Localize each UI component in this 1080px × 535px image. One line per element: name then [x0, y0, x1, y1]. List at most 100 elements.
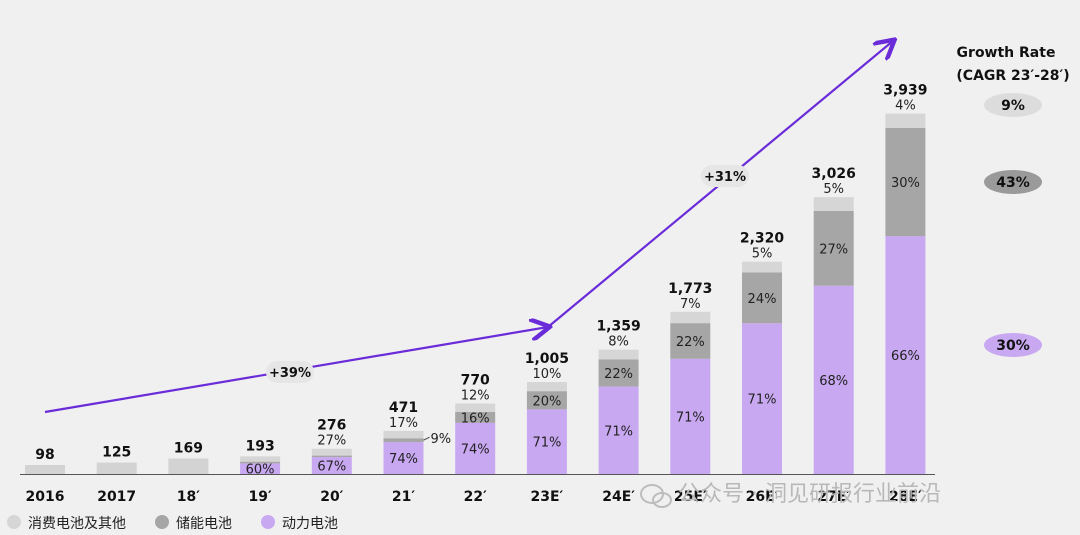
legend-marker-1 [155, 515, 169, 529]
total-label-1: 125 [102, 445, 131, 461]
bar-storage-5 [383, 438, 424, 443]
x-tick-10: 26E′ [746, 489, 779, 505]
label-consumer-6: 12% [461, 389, 490, 404]
bar-consumer-6 [455, 403, 496, 412]
bar-storage-10 [742, 272, 782, 324]
leader-line-21 [423, 436, 430, 441]
legend-marker-2 [261, 515, 275, 529]
label-storage-12: 30% [891, 176, 920, 191]
label-consumer-7: 10% [532, 367, 561, 382]
cagr-label-0: +39% [269, 366, 311, 381]
x-tick-2: 18′ [177, 489, 200, 505]
total-label-2: 169 [174, 441, 203, 457]
growth-rate-value-0: 9% [1001, 98, 1025, 114]
x-tick-4: 20′ [320, 489, 343, 505]
bar-consumer-7 [526, 382, 567, 392]
total-label-5: 471 [389, 400, 418, 416]
label-power-11: 68% [819, 374, 848, 389]
total-label-12: 3,939 [883, 83, 927, 99]
growth-rate-title: Growth Rate [957, 45, 1056, 61]
bar-consumer-12 [885, 113, 926, 128]
bar-consumer-8 [598, 349, 639, 360]
bar-storage-6 [455, 411, 496, 423]
legend-label-2: 动力电池 [282, 516, 338, 532]
cagr-label-1: +31% [704, 170, 746, 185]
label-storage-6: 16% [461, 411, 490, 426]
x-tick-3: 19′ [249, 489, 272, 505]
label-storage-5: 9% [431, 432, 452, 447]
bar-power-7 [526, 409, 567, 474]
label-power-4: 67% [317, 460, 346, 475]
growth-rate-value-1: 43% [996, 175, 1030, 191]
total-label-6: 770 [461, 373, 490, 389]
watermark: 公众号 · 洞见研报行业前沿 [640, 482, 941, 508]
total-label-9: 1,773 [668, 281, 712, 297]
x-tick-11: 27E′ [817, 489, 850, 505]
label-storage-7: 20% [532, 394, 561, 409]
growth-rate-pill-2 [984, 333, 1042, 357]
bar-power-10 [742, 323, 782, 474]
label-power-12: 66% [891, 349, 920, 364]
growth-rate-subtitle: (CAGR 23′-28′) [956, 68, 1069, 84]
legend-label-1: 储能电池 [176, 516, 232, 532]
x-tick-8: 24E′ [602, 489, 635, 505]
legend-label-0: 消费电池及其他 [28, 516, 126, 532]
label-power-6: 74% [461, 442, 490, 457]
bar-storage-7 [526, 391, 567, 410]
watermark-text: 公众号 · 洞见研报行业前沿 [678, 482, 941, 507]
label-power-10: 71% [748, 393, 777, 408]
x-tick-9: 25E′ [674, 489, 707, 505]
x-tick-12: 28E′ [889, 489, 922, 505]
total-label-4: 276 [317, 418, 346, 434]
bar-consumer-4 [311, 448, 352, 456]
bar-storage-9 [670, 323, 711, 359]
growth-rate-value-2: 30% [996, 338, 1030, 354]
label-consumer-11: 5% [823, 182, 844, 197]
bar-storage-4 [311, 455, 352, 458]
cagr-pill-1 [701, 165, 749, 187]
bar-storage-3 [240, 461, 281, 464]
x-tick-7: 23E′ [531, 489, 564, 505]
bar-power-3 [240, 463, 281, 474]
growth-rate-pill-0 [984, 93, 1042, 117]
total-label-8: 1,359 [596, 319, 640, 335]
label-power-3: 60% [246, 463, 275, 478]
label-consumer-4: 27% [317, 434, 346, 449]
bar-consumer-3 [240, 456, 281, 462]
label-power-7: 71% [532, 436, 561, 451]
x-tick-6: 22′ [464, 489, 487, 505]
bar-power-8 [598, 386, 639, 474]
legend-marker-0 [7, 515, 21, 529]
label-storage-8: 22% [604, 367, 633, 382]
bar-power-4 [311, 457, 352, 474]
bar-consumer-5 [383, 430, 424, 439]
x-tick-5: 21′ [392, 489, 415, 505]
bar-power-6 [455, 422, 496, 474]
bar-power-12 [885, 236, 926, 474]
bar-power-11 [813, 285, 854, 474]
growth-rate-pill-1 [984, 170, 1042, 194]
cagr-pill-0 [266, 361, 314, 383]
wechat-logo-icon-2 [652, 492, 672, 508]
total-label-3: 193 [245, 438, 274, 454]
total-label-7: 1,005 [525, 351, 569, 367]
total-label-10: 2,320 [740, 231, 785, 247]
bar-consumer-9 [670, 311, 711, 324]
label-power-8: 71% [604, 424, 633, 439]
bar-other-1 [96, 462, 137, 474]
label-consumer-8: 8% [608, 335, 629, 350]
x-tick-1: 2017 [97, 489, 136, 505]
total-label-0: 98 [35, 447, 54, 463]
bar-power-9 [670, 358, 711, 474]
bar-storage-8 [598, 359, 639, 387]
bar-power-5 [383, 442, 424, 474]
bar-consumer-11 [813, 197, 854, 211]
label-storage-9: 22% [676, 335, 705, 350]
total-label-11: 3,026 [812, 166, 856, 182]
bar-storage-12 [885, 127, 926, 237]
label-consumer-5: 17% [389, 416, 418, 431]
label-storage-11: 27% [819, 242, 848, 257]
bar-storage-11 [813, 210, 854, 286]
label-power-9: 71% [676, 410, 705, 425]
